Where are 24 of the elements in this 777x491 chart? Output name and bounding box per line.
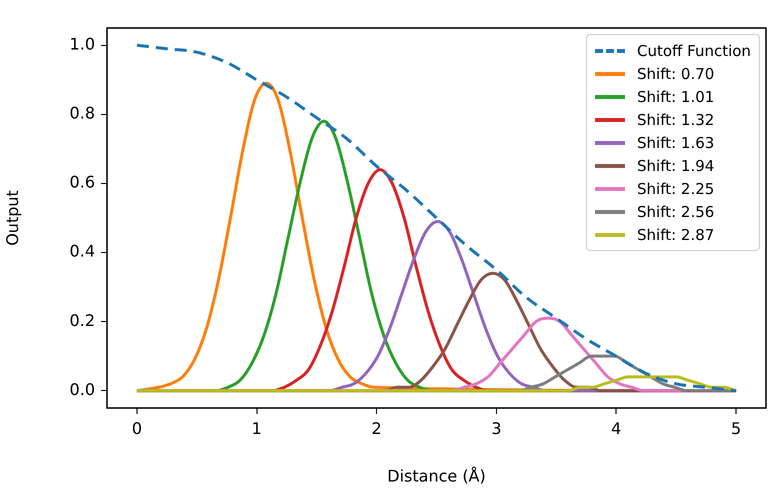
y-tick-label: 0.8 <box>70 104 95 123</box>
y-tick-label: 0.4 <box>70 242 95 261</box>
y-tick-label: 0.2 <box>70 310 95 330</box>
y-tick-label: 0.0 <box>70 380 95 399</box>
y-tick-label: 0.6 <box>70 172 95 192</box>
legend-label: Shift: 0.70 <box>637 64 714 82</box>
x-tick-label: 3 <box>491 418 502 438</box>
x-tick-label: 2 <box>371 418 382 438</box>
legend-label: Shift: 2.56 <box>637 202 714 220</box>
legend-label: Shift: 1.32 <box>637 110 714 128</box>
legend-label: Shift: 1.01 <box>637 88 714 106</box>
legend-label: Cutoff Function <box>637 42 751 60</box>
x-tick-label: 1 <box>252 418 262 438</box>
y-axis-title: Output <box>2 190 22 246</box>
legend-label: Shift: 2.25 <box>637 180 714 198</box>
y-tick-label: 1.0 <box>70 34 95 54</box>
legend-label: Shift: 1.94 <box>637 156 714 174</box>
line-series <box>135 375 738 392</box>
legend-label: Shift: 2.87 <box>637 226 714 244</box>
x-axis-title: Distance (Å) <box>387 466 486 486</box>
x-tick-label: 0 <box>132 418 142 438</box>
x-tick-label: 4 <box>611 418 622 438</box>
x-tick-label: 5 <box>730 418 742 438</box>
legend-label: Shift: 1.63 <box>637 134 714 152</box>
